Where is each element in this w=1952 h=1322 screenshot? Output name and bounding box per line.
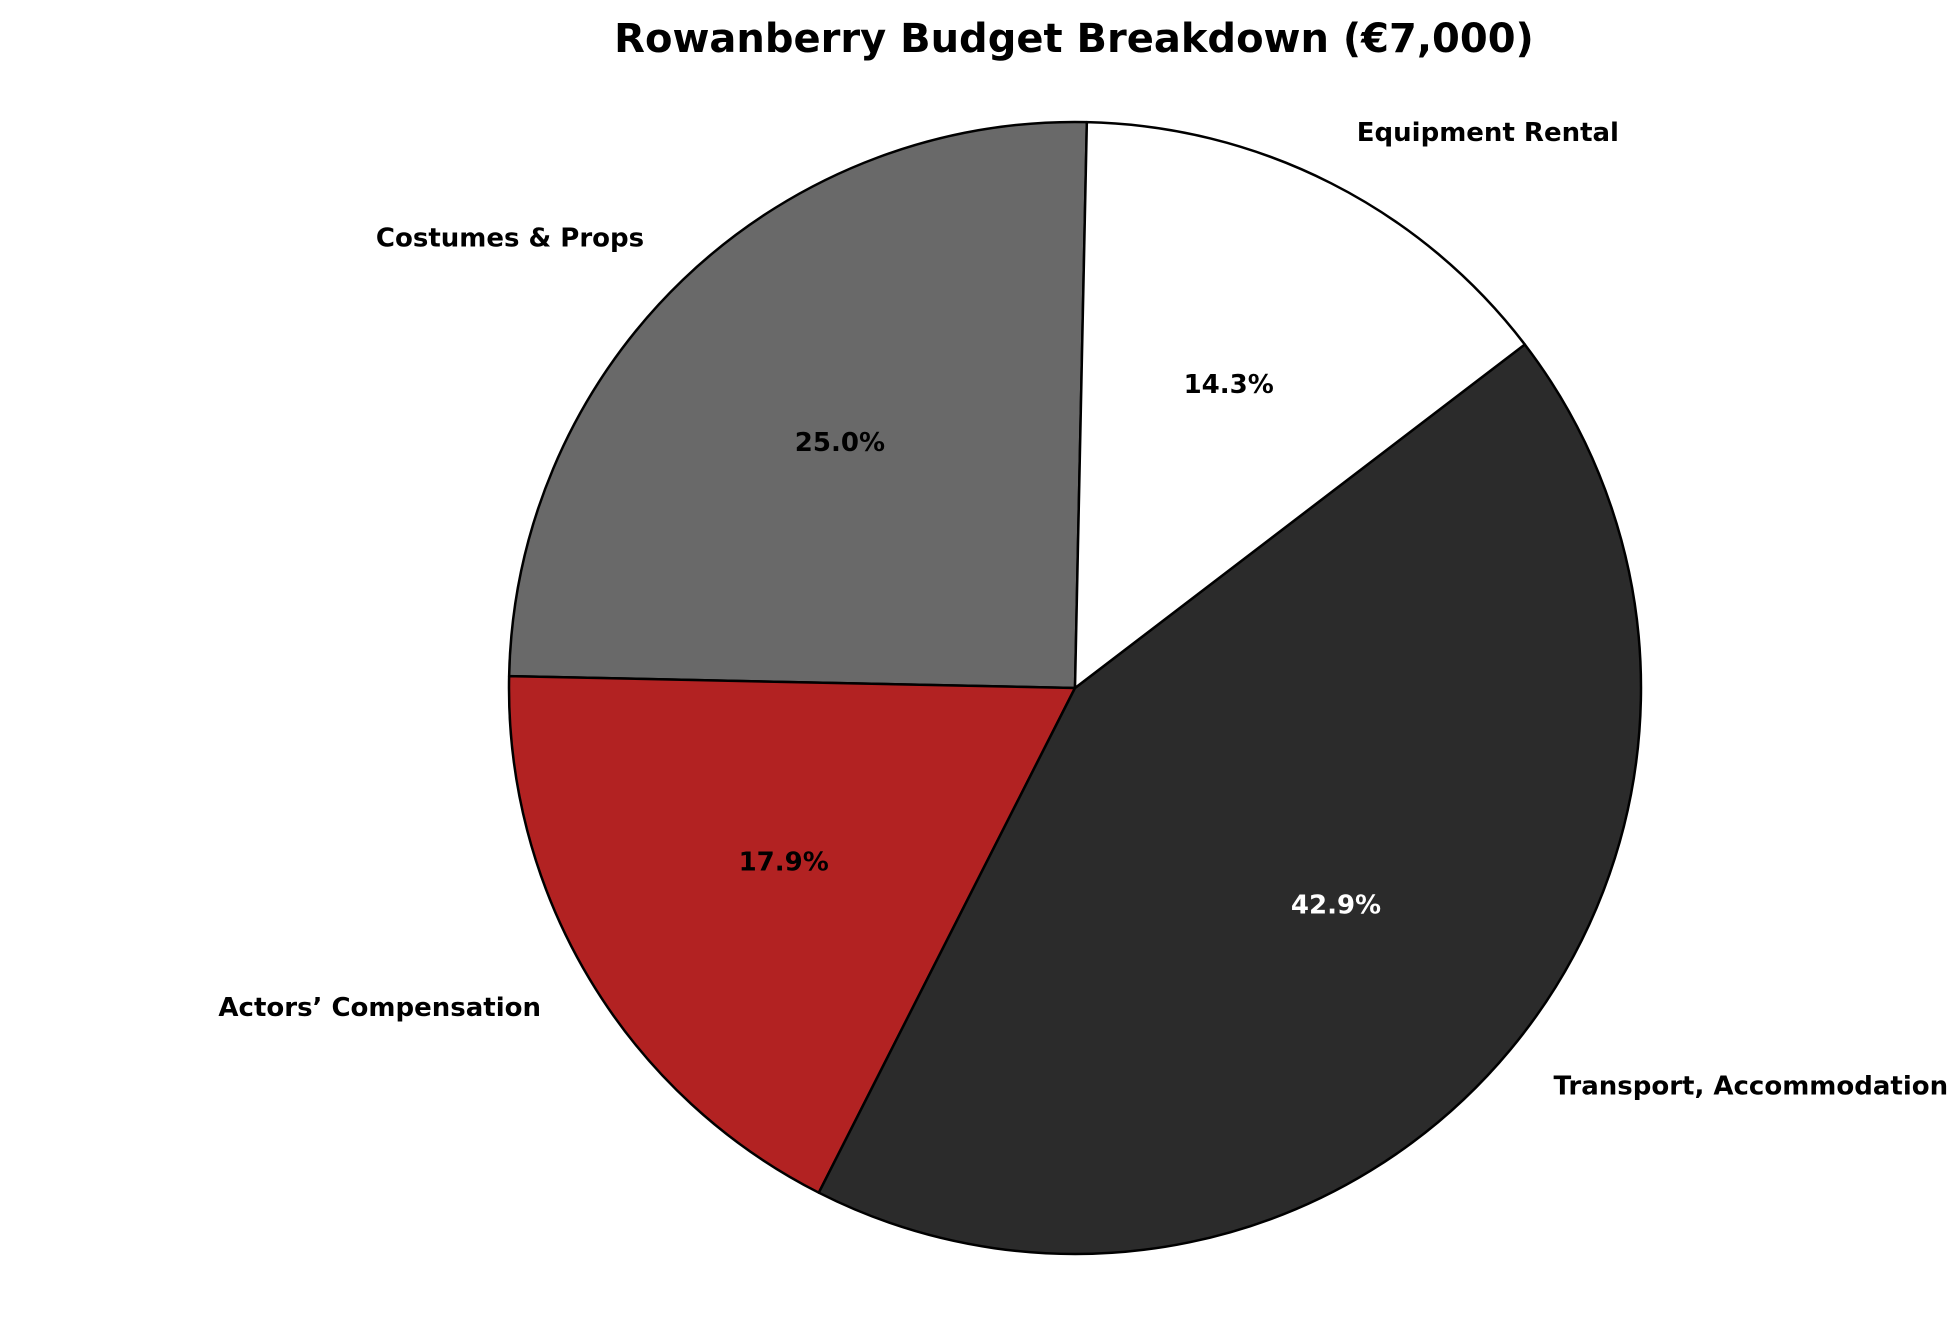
pct-label-costumes-props: 25.0%: [795, 428, 885, 458]
pie-slice-equipment-rental: [1073, 120, 1527, 690]
slice-label-costumes-props: Costumes & Props: [376, 224, 644, 254]
pct-label-transport-accommodation-meals: 42.9%: [1291, 890, 1381, 920]
pie-slice-actors-compensation: [507, 674, 1077, 1194]
pct-label-actors-compensation: 17.9%: [739, 848, 829, 878]
pie-slices: [507, 120, 1643, 1256]
pie-slice-transport-accommodation-meals: [817, 343, 1643, 1256]
chart-title: Rowanberry Budget Breakdown (€7,000): [614, 16, 1534, 62]
slice-label-equipment-rental: Equipment Rental: [1357, 118, 1619, 148]
slice-label-actors-compensation: Actors’ Compensation: [218, 993, 541, 1023]
pie-labels: Costumes & Props 25.0% Actors’ Compensatio…: [218, 118, 1952, 1102]
pct-label-equipment-rental: 14.3%: [1184, 370, 1274, 400]
pie-slice-costumes-props: [507, 120, 1089, 690]
slice-label-transport-accommodation-meals: Transport, Accommodation & Meals: [1554, 1071, 1952, 1101]
